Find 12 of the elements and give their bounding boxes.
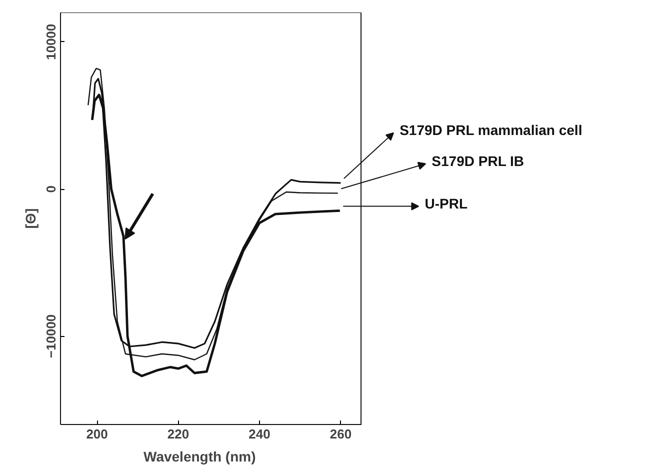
y-tick-label: −10000 [44, 314, 58, 358]
y-tick-label: 0 [44, 185, 58, 193]
x-tick-label: 200 [86, 426, 108, 442]
y-axis-title: [Θ] [22, 208, 38, 229]
legend-label: S179D PRL mammalian cell [400, 122, 582, 138]
legend-label: S179D PRL IB [432, 152, 524, 169]
legend-label: U-PRL [424, 195, 468, 212]
x-tick-label: 260 [330, 426, 352, 442]
x-tick-label: 220 [167, 426, 190, 442]
x-tick-label: 240 [248, 426, 270, 442]
y-tick-label: 10000 [44, 24, 58, 60]
x-axis-title: Wavelength (nm) [144, 448, 256, 464]
